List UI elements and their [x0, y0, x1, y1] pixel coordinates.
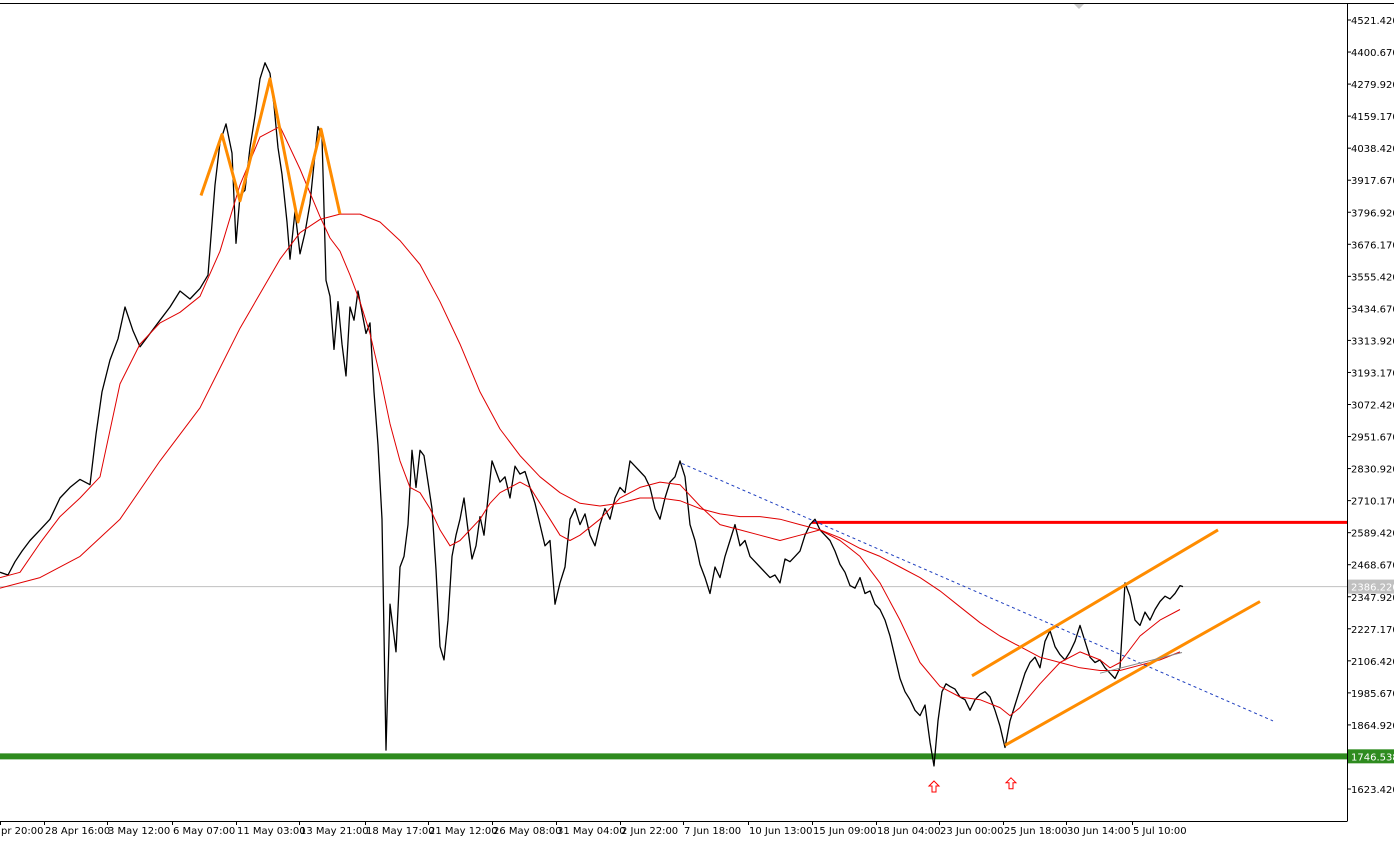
- chart-frame: [0, 3, 1394, 822]
- price-line: [0, 62, 1184, 767]
- price-tick-label: 2951.670: [1351, 433, 1394, 444]
- price-tick-label: 3917.670: [1351, 176, 1394, 187]
- trendline: [971, 528, 1219, 678]
- price-tick-label: 4279.920: [1351, 80, 1394, 91]
- price-tick-label: 2227.170: [1351, 625, 1394, 636]
- time-tick-label: 21 May 12:00: [429, 826, 498, 837]
- time-tick-label: 11 May 03:00: [237, 826, 306, 837]
- time-tick-label: 2 Jun 22:00: [621, 826, 678, 837]
- price-tick-label: 3313.920: [1351, 336, 1394, 347]
- current-price-label-box: [1348, 579, 1394, 594]
- price-labels: 2386.220 1746.538: [1348, 579, 1394, 764]
- price-tick-label: 2710.170: [1351, 497, 1394, 508]
- price-tick-label: 2347.920: [1351, 593, 1394, 604]
- price-tick-label: 1864.920: [1351, 721, 1394, 732]
- price-tick-label: 2468.670: [1351, 561, 1394, 572]
- arrow-up-icon: [1004, 777, 1018, 790]
- price-axis: 4521.420 4400.670 4279.920 4159.170 4038.420…: [1347, 16, 1394, 796]
- time-tick-label: 23 Jun 00:00: [940, 826, 1004, 837]
- price-tick-label: 4038.420: [1351, 144, 1394, 155]
- time-tick-label: 28 Apr 16:00: [45, 826, 110, 837]
- time-tick-label: 7 Jun 18:00: [684, 826, 741, 837]
- time-tick-label: 26 May 08:00: [493, 826, 562, 837]
- price-tick-label: 2589.420: [1351, 529, 1394, 540]
- price-tick-label: 3434.670: [1351, 304, 1394, 315]
- time-tick-label: 30 Jun 14:00: [1067, 826, 1131, 837]
- time-tick-label: 13 May 21:00: [300, 826, 369, 837]
- price-tick-label: 3072.420: [1351, 401, 1394, 412]
- support-price-label-box: [1348, 749, 1394, 764]
- trendline: [1004, 600, 1261, 747]
- price-tick-label: 1623.420: [1351, 785, 1394, 796]
- price-tick-label: 3676.170: [1351, 240, 1394, 251]
- time-tick-label: 18 May 17:00: [366, 826, 435, 837]
- price-tick-label: 2106.420: [1351, 657, 1394, 668]
- time-tick-label: pr 20:00: [1, 826, 43, 837]
- time-tick-label: 15 Jun 09:00: [813, 826, 877, 837]
- time-tick-label: 6 May 07:00: [173, 826, 235, 837]
- shift-marker-icon: [1074, 4, 1084, 9]
- price-tick-label: 3555.420: [1351, 272, 1394, 283]
- arrow-up-icon: [927, 780, 941, 793]
- time-tick-label: 18 Jun 04:00: [877, 826, 941, 837]
- pattern-zigzag: [199, 77, 342, 224]
- support-price-label: 1746.538: [1351, 752, 1394, 763]
- time-tick-label: 31 May 04:00: [557, 826, 626, 837]
- time-tick-label: 25 Jun 18:00: [1004, 826, 1068, 837]
- time-tick-label: 10 Jun 13:00: [749, 826, 813, 837]
- current-price-label: 2386.220: [1351, 583, 1394, 594]
- price-tick-label: 4521.420: [1351, 16, 1394, 27]
- price-tick-label: 2830.920: [1351, 465, 1394, 476]
- price-tick-label: 3796.920: [1351, 208, 1394, 219]
- price-tick-label: 3193.170: [1351, 368, 1394, 379]
- price-tick-label: 4159.170: [1351, 112, 1394, 123]
- drawing-objects: [199, 77, 1274, 793]
- trendline: [1099, 652, 1183, 674]
- time-tick-label: 5 Jul 10:00: [1133, 826, 1187, 837]
- moving-average-slow: [0, 213, 1181, 671]
- time-axis: pr 20:00 28 Apr 16:003 May 12:00 6 May 07:…: [0, 821, 1187, 837]
- price-tick-label: 4400.670: [1351, 48, 1394, 59]
- price-tick-label: 1985.670: [1351, 689, 1394, 700]
- time-tick-label: 3 May 12:00: [108, 826, 170, 837]
